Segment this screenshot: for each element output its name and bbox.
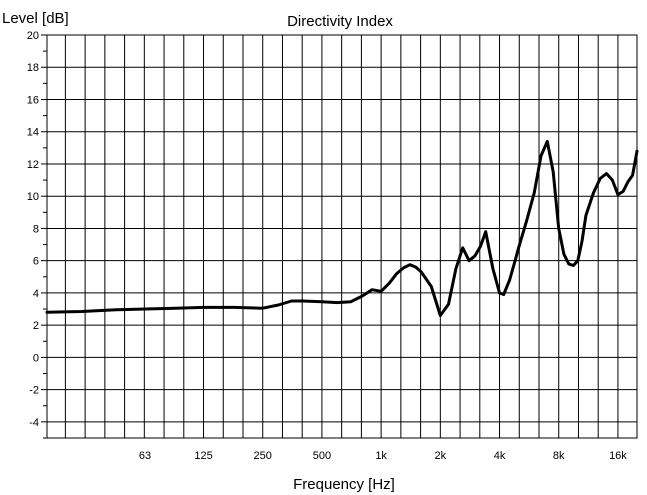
- y-tick-label: 14: [27, 127, 39, 139]
- x-tick-label: 125: [194, 450, 212, 462]
- y-tick-label: 16: [27, 94, 39, 106]
- x-tick-label: 8k: [553, 450, 565, 462]
- y-axis-label: Level [dB]: [2, 10, 69, 27]
- y-tick-label: -2: [29, 385, 39, 397]
- y-tick-label: 4: [33, 288, 39, 300]
- x-tick-label: 2k: [435, 450, 447, 462]
- series-line: [45, 139, 639, 317]
- x-tick-label: 4k: [494, 450, 506, 462]
- x-tick-label: 63: [139, 450, 151, 462]
- y-tick-label: 8: [33, 223, 39, 235]
- grid-lines: [47, 35, 637, 438]
- y-tick-label: 6: [33, 256, 39, 268]
- x-tick-label: 1k: [375, 450, 387, 462]
- x-tick-label: 500: [313, 450, 331, 462]
- minor-ticks: [41, 34, 47, 439]
- y-tick-label: 18: [27, 62, 39, 74]
- x-tick-label: 16k: [609, 450, 627, 462]
- y-tick-label: 10: [27, 191, 39, 203]
- y-tick-label: 12: [27, 159, 39, 171]
- x-tick-labels: 63 125 250 500 1k 2k 4k 8k 16k: [139, 450, 627, 462]
- chart-title: Directivity Index: [287, 13, 393, 30]
- y-tick-label: -4: [29, 417, 39, 429]
- plot-frame: [46, 34, 638, 439]
- y-tick-label: 20: [27, 30, 39, 42]
- x-tick-label: 250: [254, 450, 272, 462]
- y-tick-label: 2: [33, 320, 39, 332]
- x-axis-label: Frequency [Hz]: [293, 476, 395, 493]
- series-group: [45, 139, 639, 317]
- y-tick-label: 0: [33, 352, 39, 364]
